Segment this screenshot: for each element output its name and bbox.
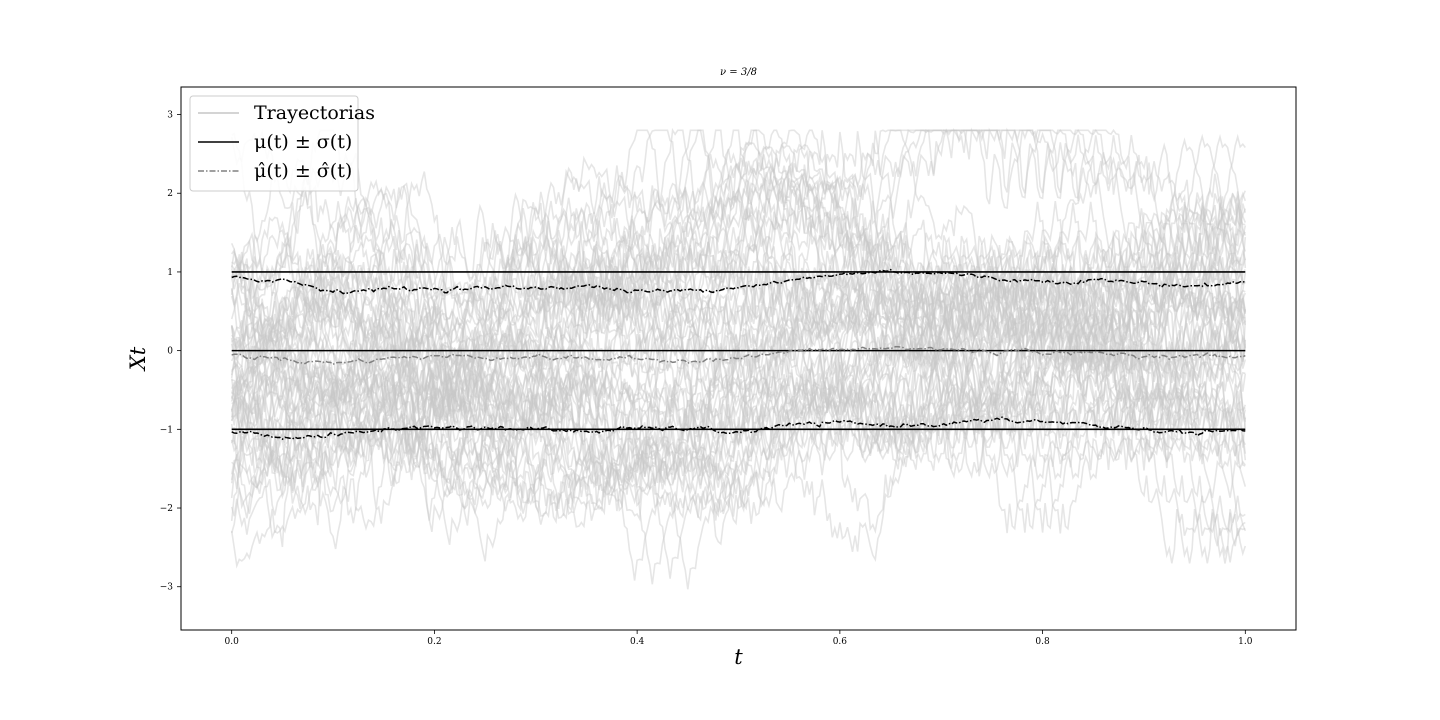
trajectory-line (230, 197, 1246, 464)
chart-title: ν = 3/8 (720, 67, 757, 78)
plot-frame (180, 86, 1297, 631)
trajectory-line (231, 245, 1247, 512)
y-tick-label: −1 (160, 425, 173, 435)
trajectory-line (230, 200, 1247, 464)
trajectory-line (230, 288, 1247, 529)
trajectory-line (230, 203, 1247, 417)
y-tick-label: 3 (167, 111, 173, 121)
y-tick-label: −2 (160, 504, 173, 514)
trajectory-line (231, 129, 1247, 414)
trajectory-line (230, 230, 1247, 534)
trajectory-line (231, 148, 1246, 498)
trajectory-line (230, 291, 1247, 500)
trajectory-line (230, 242, 1246, 564)
trajectory-line (230, 127, 1246, 381)
x-axis-label: t (734, 645, 743, 669)
trajectory-line (230, 228, 1247, 569)
trajectory-line (230, 202, 1246, 464)
y-tick-label: 0 (167, 347, 173, 357)
trajectory-line (230, 161, 1247, 535)
trajectory-line (230, 129, 1247, 400)
legend-label: Trayectorias (254, 102, 375, 124)
trajectory-line (230, 179, 1247, 445)
trajectory-line (230, 291, 1247, 502)
trajectory-line (231, 127, 1246, 395)
trajectory-line (230, 129, 1247, 395)
trajectory-line (231, 191, 1247, 483)
trajectory-line (231, 287, 1247, 520)
trajectory-line (230, 129, 1246, 521)
trajectory-line (231, 317, 1247, 533)
trajectory-line (231, 183, 1247, 478)
x-tick-label: 0.0 (225, 637, 240, 647)
trajectory-line (230, 258, 1247, 590)
empirical-upper-line (231, 268, 1246, 295)
y-axis-label: Xt (126, 346, 150, 372)
trajectory-line (230, 292, 1247, 514)
legend-label: μ(t) ± σ(t) (254, 131, 352, 153)
trajectory-line (230, 322, 1246, 534)
trajectory-line (230, 129, 1246, 416)
empirical-mean-line (231, 345, 1246, 366)
trajectory-line (231, 129, 1247, 394)
trajectory-line (230, 315, 1247, 533)
trajectory-line (230, 171, 1247, 546)
trajectory-line (230, 183, 1246, 478)
legend: Trayectorias μ(t) ± σ(t) μ̂(t) ± σ̂(t) (189, 95, 375, 192)
trajectory-line (230, 127, 1246, 474)
x-tick-label: 1.0 (1238, 637, 1253, 647)
empirical-lines-layer (231, 268, 1246, 441)
trajectory-line (231, 129, 1246, 438)
legend-label: μ̂(t) ± σ̂(t) (254, 160, 352, 182)
trajectory-line (230, 264, 1247, 508)
trajectory-line (230, 154, 1247, 426)
trajectory-line (230, 154, 1246, 523)
trajectory-line (230, 266, 1247, 512)
x-tick-label: 0.8 (1035, 637, 1050, 647)
x-tick-label: 0.2 (427, 637, 441, 647)
x-axis: 0.0 0.2 0.4 0.6 0.8 1.0 (225, 630, 1253, 647)
reference-lines-layer (231, 271, 1246, 431)
trajectory-line (231, 241, 1246, 564)
trajectory-line (230, 128, 1247, 493)
trajectory-line (231, 325, 1247, 534)
trajectory-line (230, 265, 1246, 509)
x-tick-label: 0.6 (833, 637, 848, 647)
trajectory-line (230, 241, 1247, 564)
trajectory-line (230, 287, 1247, 519)
trajectory-line (230, 142, 1247, 562)
y-tick-label: 1 (167, 268, 173, 278)
y-tick-label: −3 (160, 583, 174, 593)
trajectory-line (230, 289, 1247, 483)
trajectory-line (230, 129, 1247, 416)
trajectory-line (230, 127, 1247, 377)
trajectory-line (230, 268, 1247, 516)
trajectory-line (230, 214, 1247, 477)
trajectory-layer (230, 127, 1247, 590)
trajectory-line (230, 175, 1247, 370)
trajectory-line (231, 254, 1247, 579)
legend-box (189, 95, 359, 192)
y-axis: −3 −2 −1 0 1 2 3 (160, 111, 181, 593)
trajectory-line (231, 258, 1247, 581)
y-tick-label: 2 (167, 189, 173, 199)
x-tick-label: 0.4 (630, 637, 645, 647)
